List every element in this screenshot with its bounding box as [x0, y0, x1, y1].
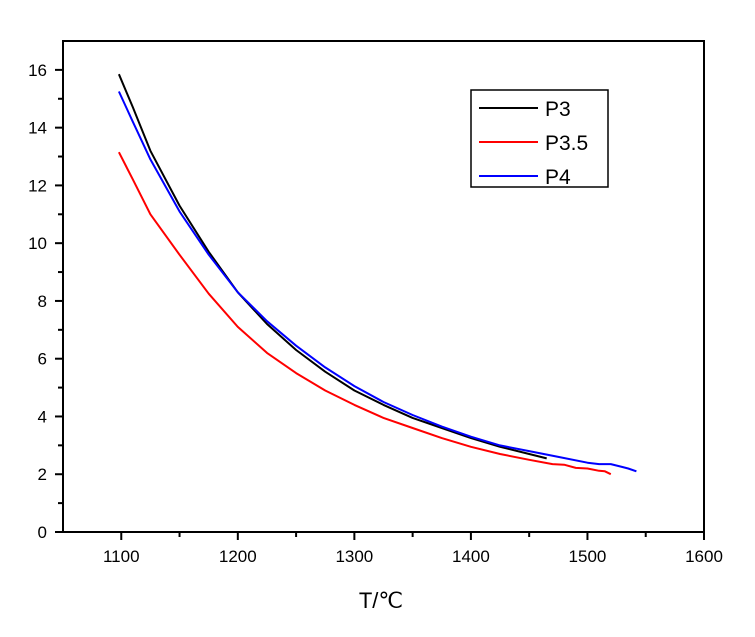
- y-tick-label: 4: [38, 407, 47, 426]
- y-tick-label: 14: [28, 119, 47, 138]
- y-tick-label: 0: [38, 523, 47, 542]
- legend-label: P4: [545, 166, 571, 189]
- y-tick-label: 12: [28, 176, 47, 195]
- series-line-P3-5: [118, 151, 612, 476]
- x-tick-label: 1300: [335, 547, 373, 566]
- x-axis-label: T/℃: [359, 588, 403, 613]
- y-tick-label: 2: [38, 465, 47, 484]
- legend-label: P3.5: [545, 132, 588, 155]
- legend-label: P3: [545, 98, 571, 121]
- x-tick-label: 1400: [452, 547, 490, 566]
- x-tick-label: 1600: [685, 547, 723, 566]
- x-tick-label: 1500: [569, 547, 607, 566]
- y-tick-label: 16: [28, 61, 47, 80]
- series-line-P3: [117, 73, 547, 460]
- y-tick-label: 8: [38, 292, 47, 311]
- x-tick-label: 1100: [103, 547, 140, 566]
- legend-box: [470, 89, 609, 188]
- series-line-P4: [117, 91, 637, 473]
- y-tick-label: 6: [38, 350, 47, 369]
- y-tick-label: 10: [28, 234, 47, 253]
- plot-frame: [62, 40, 705, 533]
- x-tick-label: 1200: [219, 547, 257, 566]
